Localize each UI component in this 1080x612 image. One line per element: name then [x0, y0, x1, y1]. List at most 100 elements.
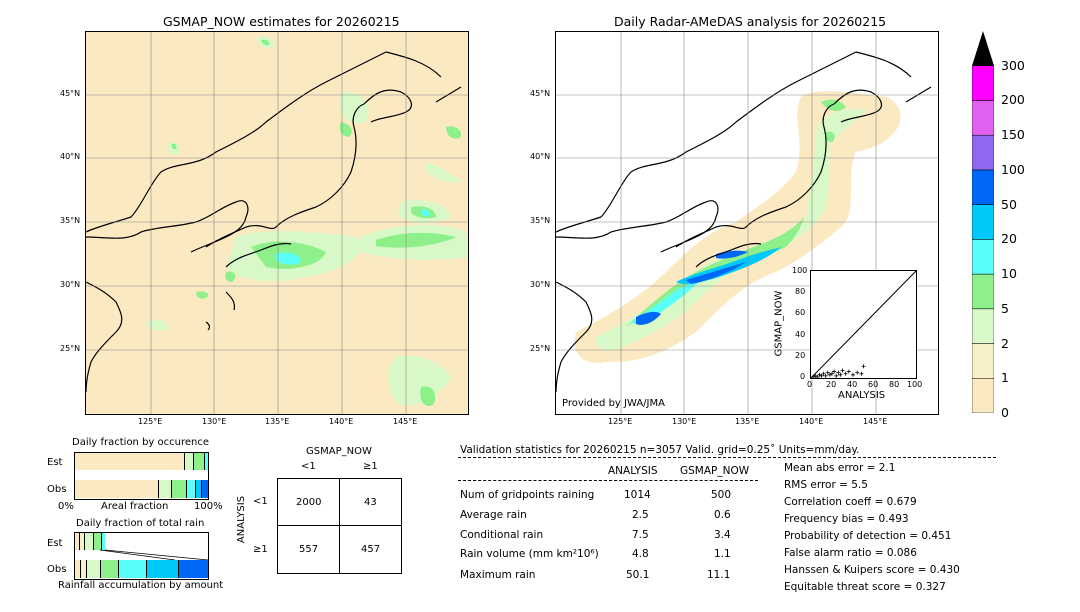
scatter-xtick: 60: [868, 380, 879, 389]
scatter-point: [843, 371, 848, 376]
scatter-xlabel: ANALYSIS: [838, 390, 886, 401]
bar-segment: [86, 560, 101, 578]
bar-segment: [172, 480, 187, 498]
lat-label: 30°N: [530, 280, 551, 289]
colorbar-over-arrow: [972, 31, 994, 66]
lat-label: 40°N: [530, 152, 551, 161]
table-cell: 2000: [296, 497, 322, 508]
bar-segment: [80, 533, 85, 550]
lon-label: 125°E: [608, 417, 633, 426]
score-item: Hanssen & Kuipers score = 0.430: [784, 564, 960, 576]
right-map-canvas: [556, 32, 938, 414]
colorbar-band: [971, 378, 995, 414]
colorbar-tick-label: 20: [1001, 231, 1017, 247]
scatter-xtick: 80: [889, 380, 900, 389]
lon-label: 145°E: [393, 417, 418, 426]
occurrence-est-label: Est: [47, 457, 63, 468]
stat-label: Num of gridpoints raining: [460, 489, 595, 501]
columns-rule: [458, 480, 758, 481]
occurrence-axis-left: 0%: [58, 501, 74, 512]
colorbar-tick-label: 300: [1001, 57, 1025, 73]
stat-label: Rain volume (mm km²10⁶): [460, 548, 599, 560]
stat-label: Average rain: [460, 509, 527, 521]
totalrain-chart: [74, 532, 209, 580]
scatter-ytick: 40: [795, 330, 806, 339]
score-item: Probability of detection = 0.451: [784, 530, 952, 542]
scatter-point: [830, 371, 834, 376]
lat-label: 45°N: [60, 89, 81, 98]
bar-segment: [80, 560, 87, 578]
stat-analysis: 1014: [624, 489, 651, 501]
occurrence-est-bar: [75, 453, 208, 470]
stat-label: Conditional rain: [460, 529, 544, 541]
lat-label: 35°N: [530, 216, 551, 225]
colorbar: [971, 31, 995, 414]
lon-label: 135°E: [265, 417, 290, 426]
scatter-point: [846, 369, 851, 374]
bar-segment: [84, 533, 95, 550]
left-gridlines: [86, 32, 468, 414]
bar-segment: [75, 453, 186, 470]
scatter-xtick: 0: [807, 380, 813, 389]
lon-label: 145°E: [863, 417, 888, 426]
bar-segment: [75, 533, 81, 550]
lat-label: 45°N: [530, 89, 551, 98]
left-map-title: GSMAP_NOW estimates for 20260215: [163, 14, 400, 29]
occurrence-obs-bar: [75, 480, 208, 498]
scatter-point: [821, 371, 826, 376]
colorbar-tick-label: 0: [1001, 405, 1009, 420]
colorbar-band: [971, 308, 995, 344]
scatter-ytick: 60: [795, 308, 806, 317]
left-map: [85, 31, 469, 415]
scatter-point: [815, 374, 820, 379]
scatter-ytick: 0: [800, 372, 806, 381]
bar-segment: [94, 533, 103, 550]
score-item: Mean abs error = 2.1: [784, 462, 896, 474]
scatter-point: [819, 373, 824, 378]
totalrain-obs-label: Obs: [47, 564, 67, 575]
lon-label: 135°E: [735, 417, 760, 426]
stat-gsmap: 0.6: [714, 509, 731, 521]
lon-label: 140°E: [329, 417, 354, 426]
score-item: RMS error = 5.5: [784, 479, 868, 491]
scatter-ytick: 100: [792, 266, 808, 275]
scatter-point: [836, 370, 841, 375]
contingency-row-label: ≥1: [253, 544, 268, 555]
colorbar-band: [971, 65, 995, 101]
totalrain-est-bar: [75, 533, 105, 550]
scatter-inset: [810, 270, 917, 379]
occurrence-chart: [74, 452, 209, 500]
bar-segment: [100, 560, 120, 578]
scatter-point: [859, 371, 864, 376]
bar-segment: [119, 560, 147, 578]
right-rain-field: [574, 91, 901, 363]
occurrence-title: Daily fraction by occurence: [72, 437, 210, 448]
occurrence-obs-label: Obs: [47, 484, 67, 495]
bar-segment: [179, 560, 209, 578]
colorbar-band: [971, 273, 995, 310]
validation-rule: [458, 457, 996, 458]
table-cell: 457: [361, 544, 381, 555]
left-rain-field: [146, 36, 468, 407]
lat-label: 25°N: [60, 344, 81, 353]
bar-segment: [146, 560, 180, 578]
scatter-xtick: 40: [847, 380, 858, 389]
stat-analysis: 4.8: [632, 548, 649, 560]
bar-segment: [75, 560, 81, 578]
stat-analysis: 50.1: [626, 569, 650, 581]
colorbar-band: [971, 204, 995, 240]
left-coastlines: [86, 51, 462, 393]
scatter-ytick: 20: [795, 351, 806, 360]
lat-label: 25°N: [530, 344, 551, 353]
bar-segment: [185, 453, 195, 470]
right-map-title: Daily Radar-AMeDAS analysis for 20260215: [614, 14, 887, 29]
scatter-point: [827, 372, 832, 377]
colorbar-band: [971, 343, 995, 379]
table-cell: 557: [299, 544, 319, 555]
colorbar-tick-label: 150: [1001, 127, 1025, 143]
totalrain-est-label: Est: [47, 538, 63, 549]
bar-segment: [75, 480, 159, 498]
colorbar-band: [971, 134, 995, 171]
validation-header: Validation statistics for 20260215 n=305…: [460, 444, 860, 456]
colorbar-canvas: [971, 31, 995, 414]
